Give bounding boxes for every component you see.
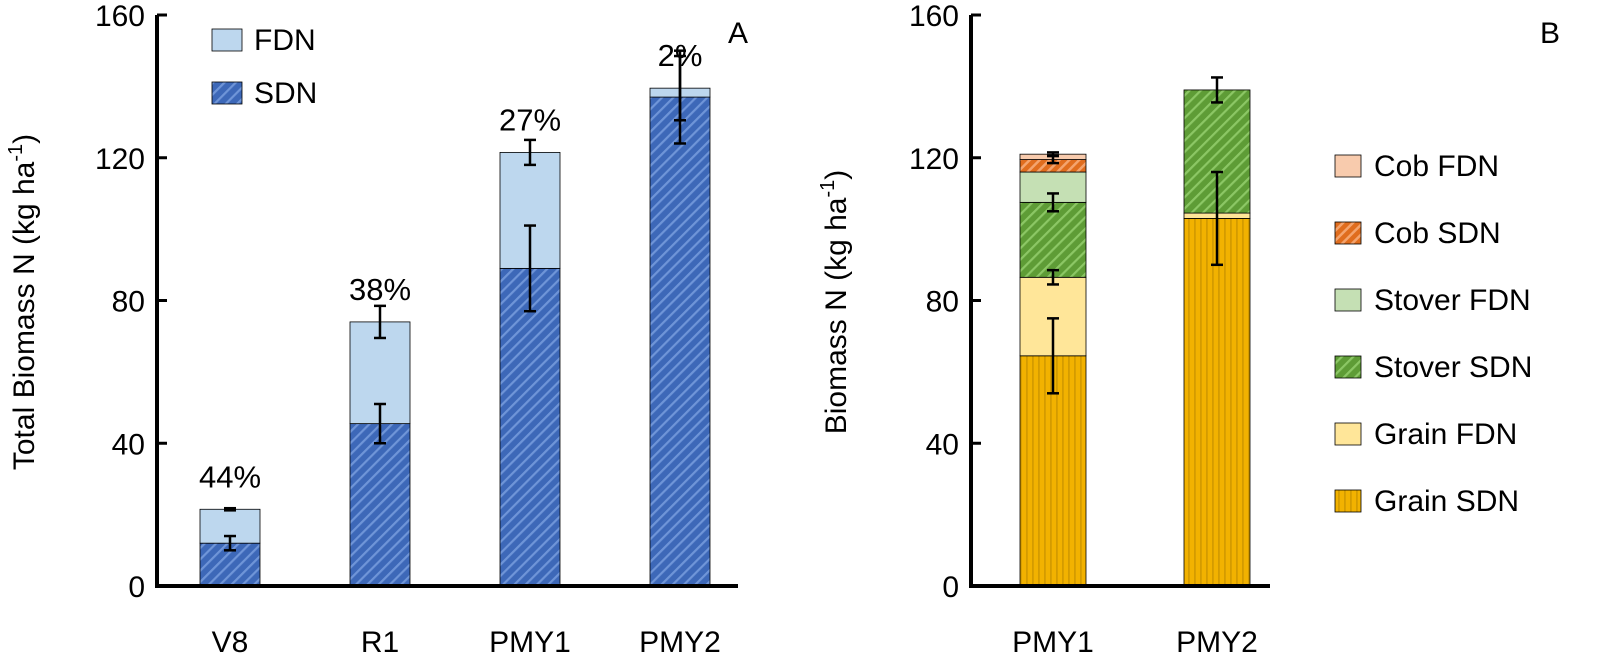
- panel-b-legend-label-cob-sdn: Cob SDN: [1374, 217, 1501, 250]
- panel-a-legend-swatch-fdn: [211, 28, 243, 52]
- panel-a-label: A: [728, 17, 748, 50]
- panel-b-y-tick-label: 40: [926, 428, 959, 461]
- panel-b-y-tick-label: 120: [909, 143, 959, 176]
- panel-a-legend-swatch-sdn: [211, 81, 243, 105]
- panel-b-legend-swatch-stover-fdn: [1334, 288, 1362, 312]
- panel-b-legend-swatch-stover-sdn: [1334, 355, 1362, 379]
- panel-b-legend-label-stover-sdn: Stover SDN: [1374, 351, 1532, 384]
- panel-a-bar-sdn-pmy1: [499, 267, 561, 587]
- panel-a-percent-label-v8: 44%: [199, 459, 261, 494]
- panel-a-x-tick-label-pmy2: PMY2: [639, 626, 721, 659]
- panel-b-y-tick-label: 160: [909, 0, 959, 33]
- panel-b-legend-swatch-cob-sdn: [1334, 221, 1362, 245]
- panel-b-y-tick-label: 0: [942, 571, 959, 604]
- panel-a-y-tick-label: 0: [128, 571, 145, 604]
- panel-a-legend-label-sdn: SDN: [254, 77, 317, 110]
- panel-a: Total Biomass N (kg ha-1) 0 40 80 120 160 44…: [5, 0, 748, 659]
- panel-b-x-tick-label-pmy2: PMY2: [1176, 626, 1258, 659]
- panel-b-legend-label-grain-sdn: Grain SDN: [1374, 485, 1519, 518]
- panel-a-y-tick-label: 120: [95, 143, 145, 176]
- panel-a-percent-label-r1: 38%: [349, 272, 411, 307]
- panel-b-bar-grain-sdn-pmy2: [1183, 218, 1251, 587]
- panel-a-x-tick-label-pmy1: PMY1: [489, 626, 571, 659]
- panel-a-x-tick-label-v8: V8: [212, 626, 249, 659]
- panel-a-legend-label-fdn: FDN: [254, 24, 316, 57]
- panel-b-y-axis-title: Biomass N (kg ha-1): [817, 170, 853, 435]
- panel-b-legend-label-grain-fdn: Grain FDN: [1374, 418, 1517, 451]
- panel-a-bar-sdn-pmy2: [649, 96, 711, 587]
- panel-b-legend-swatch-grain-sdn: [1334, 489, 1362, 513]
- panel-b-bar-stover-sdn-pmy1: [1019, 201, 1087, 278]
- panel-b-legend-swatch-grain-fdn: [1334, 422, 1362, 446]
- panel-a-percent-label-pmy2: 2%: [658, 38, 703, 73]
- panel-a-x-tick-label-r1: R1: [361, 626, 399, 659]
- panel-b: Biomass N (kg ha-1) 0 40 80 120 160 PMY1 PMY2…: [817, 0, 1560, 659]
- panel-a-y-tick-label: 40: [112, 428, 145, 461]
- panel-a-y-tick-label: 80: [112, 286, 145, 319]
- panel-b-legend-label-cob-fdn: Cob FDN: [1374, 150, 1499, 183]
- panel-b-legend-label-stover-fdn: Stover FDN: [1374, 284, 1531, 317]
- panel-a-percent-label-pmy1: 27%: [499, 102, 561, 137]
- panel-b-x-tick-label-pmy1: PMY1: [1012, 626, 1094, 659]
- panel-b-label: B: [1540, 17, 1560, 50]
- panel-a-y-axis-title: Total Biomass N (kg ha-1): [5, 134, 41, 470]
- panel-a-bar-sdn-r1: [349, 423, 411, 587]
- panel-b-legend-swatch-cob-fdn: [1334, 154, 1362, 178]
- panel-a-y-tick-label: 160: [95, 0, 145, 33]
- panel-b-y-tick-label: 80: [926, 286, 959, 319]
